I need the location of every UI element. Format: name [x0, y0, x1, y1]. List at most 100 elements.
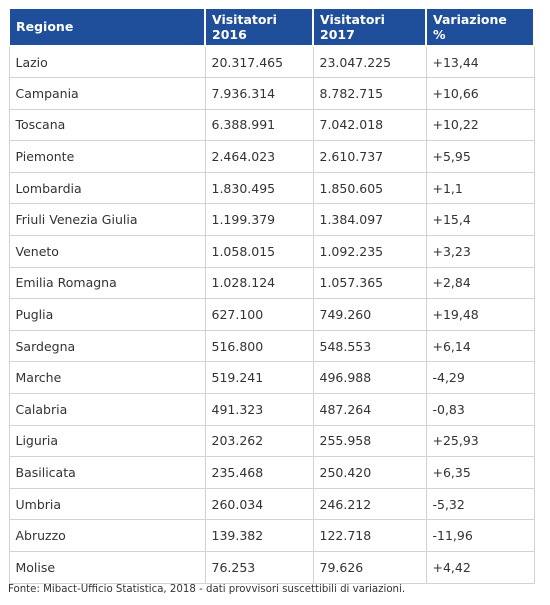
- cell-variation: +6,14: [425, 329, 535, 363]
- cell-visitors-2016: 516.800: [204, 329, 314, 363]
- cell-variation: +10,22: [425, 108, 535, 142]
- cell-region: Basilicata: [8, 456, 206, 489]
- visitors-table: Regione Visitatori 2016 Visitatori 2017 Va…: [8, 7, 535, 584]
- table-body: Lazio 20.317.465 23.047.225 +13,44 Campania 7…: [8, 45, 535, 584]
- header-variation-line1: Variazione: [433, 11, 507, 27]
- cell-visitors-2017: 1.850.605: [312, 171, 427, 205]
- table-row: Friuli Venezia Giulia 1.199.379 1.384.097 +…: [8, 203, 535, 237]
- cell-region: Calabria: [8, 393, 206, 426]
- cell-variation: +3,23: [425, 235, 535, 268]
- cell-region: Toscana: [8, 108, 206, 142]
- cell-region: Campania: [8, 77, 206, 110]
- cell-visitors-2016: 6.388.991: [204, 108, 314, 142]
- table-row: Piemonte 2.464.023 2.610.737 +5,95: [8, 140, 535, 173]
- table-row: Sardegna 516.800 548.553 +6,14: [8, 329, 535, 363]
- cell-variation: -5,32: [425, 487, 535, 521]
- header-visitors-2017-line1: Visitatori: [320, 11, 385, 27]
- cell-visitors-2016: 76.253: [204, 551, 314, 584]
- cell-visitors-2016: 1.199.379: [204, 203, 314, 237]
- cell-visitors-2016: 1.830.495: [204, 171, 314, 205]
- table-row: Campania 7.936.314 8.782.715 +10,66: [8, 77, 535, 110]
- cell-visitors-2017: 487.264: [312, 393, 427, 426]
- header-visitors-2016-line1: Visitatori: [212, 11, 277, 27]
- cell-variation: -0,83: [425, 393, 535, 426]
- cell-variation: -4,29: [425, 361, 535, 395]
- table-row: Molise 76.253 79.626 +4,42: [8, 551, 535, 584]
- cell-visitors-2016: 1.028.124: [204, 266, 314, 300]
- cell-visitors-2017: 1.092.235: [312, 235, 427, 268]
- header-region: Regione: [8, 7, 206, 47]
- cell-variation: +1,1: [425, 171, 535, 205]
- source-note: Fonte: Mibact-Ufficio Statistica, 2018 -…: [8, 584, 406, 595]
- table-row: Toscana 6.388.991 7.042.018 +10,22: [8, 108, 535, 142]
- cell-visitors-2017: 79.626: [312, 551, 427, 584]
- cell-variation: +4,42: [425, 551, 535, 584]
- cell-variation: +15,4: [425, 203, 535, 237]
- header-visitors-2016: Visitatori 2016: [204, 7, 314, 47]
- table-header: Regione Visitatori 2016 Visitatori 2017 Va…: [8, 7, 535, 47]
- table-row: Lombardia 1.830.495 1.850.605 +1,1: [8, 171, 535, 205]
- cell-visitors-2016: 139.382: [204, 519, 314, 552]
- cell-variation: +19,48: [425, 298, 535, 331]
- cell-visitors-2017: 8.782.715: [312, 77, 427, 110]
- cell-visitors-2017: 2.610.737: [312, 140, 427, 173]
- cell-region: Liguria: [8, 424, 206, 458]
- table-row: Veneto 1.058.015 1.092.235 +3,23: [8, 235, 535, 268]
- table-row: Abruzzo 139.382 122.718 -11,96: [8, 519, 535, 552]
- cell-variation: +13,44: [425, 45, 535, 79]
- table-row: Calabria 491.323 487.264 -0,83: [8, 393, 535, 426]
- cell-visitors-2016: 235.468: [204, 456, 314, 489]
- cell-visitors-2016: 2.464.023: [204, 140, 314, 173]
- header-variation-line2: %: [433, 26, 446, 42]
- cell-region: Umbria: [8, 487, 206, 521]
- cell-visitors-2016: 20.317.465: [204, 45, 314, 79]
- cell-visitors-2016: 491.323: [204, 393, 314, 426]
- header-visitors-2016-line2: 2016: [212, 26, 247, 42]
- cell-visitors-2016: 7.936.314: [204, 77, 314, 110]
- cell-region: Sardegna: [8, 329, 206, 363]
- table-row: Liguria 203.262 255.958 +25,93: [8, 424, 535, 458]
- table-row: Basilicata 235.468 250.420 +6,35: [8, 456, 535, 489]
- cell-region: Emilia Romagna: [8, 266, 206, 300]
- cell-visitors-2017: 1.384.097: [312, 203, 427, 237]
- table-row: Puglia 627.100 749.260 +19,48: [8, 298, 535, 331]
- cell-visitors-2017: 23.047.225: [312, 45, 427, 79]
- cell-visitors-2017: 246.212: [312, 487, 427, 521]
- header-variation: Variazione%: [425, 7, 535, 47]
- cell-region: Molise: [8, 551, 206, 584]
- cell-region: Lombardia: [8, 171, 206, 205]
- table-row: Marche 519.241 496.988 -4,29: [8, 361, 535, 395]
- cell-visitors-2017: 1.057.365: [312, 266, 427, 300]
- cell-region: Friuli Venezia Giulia: [8, 203, 206, 237]
- cell-visitors-2017: 548.553: [312, 329, 427, 363]
- table-container: Regione Visitatori 2016 Visitatori 2017 Va…: [8, 7, 535, 584]
- cell-variation: +25,93: [425, 424, 535, 458]
- table-row: Umbria 260.034 246.212 -5,32: [8, 487, 535, 521]
- header-visitors-2017-line2: 2017: [320, 26, 355, 42]
- cell-visitors-2017: 250.420: [312, 456, 427, 489]
- cell-region: Puglia: [8, 298, 206, 331]
- header-row: Regione Visitatori 2016 Visitatori 2017 Va…: [8, 7, 535, 47]
- cell-region: Lazio: [8, 45, 206, 79]
- cell-visitors-2017: 496.988: [312, 361, 427, 395]
- cell-visitors-2016: 627.100: [204, 298, 314, 331]
- cell-variation: +10,66: [425, 77, 535, 110]
- header-visitors-2017: Visitatori 2017: [312, 7, 427, 47]
- cell-region: Veneto: [8, 235, 206, 268]
- table-row: Lazio 20.317.465 23.047.225 +13,44: [8, 45, 535, 79]
- header-region-label: Regione: [16, 19, 74, 34]
- cell-region: Abruzzo: [8, 519, 206, 552]
- cell-region: Piemonte: [8, 140, 206, 173]
- table-row: Emilia Romagna 1.028.124 1.057.365 +2,84: [8, 266, 535, 300]
- cell-visitors-2017: 255.958: [312, 424, 427, 458]
- cell-variation: +2,84: [425, 266, 535, 300]
- cell-visitors-2016: 203.262: [204, 424, 314, 458]
- cell-visitors-2016: 1.058.015: [204, 235, 314, 268]
- cell-visitors-2016: 519.241: [204, 361, 314, 395]
- cell-visitors-2017: 749.260: [312, 298, 427, 331]
- cell-visitors-2016: 260.034: [204, 487, 314, 521]
- cell-region: Marche: [8, 361, 206, 395]
- cell-variation: +5,95: [425, 140, 535, 173]
- cell-visitors-2017: 122.718: [312, 519, 427, 552]
- cell-visitors-2017: 7.042.018: [312, 108, 427, 142]
